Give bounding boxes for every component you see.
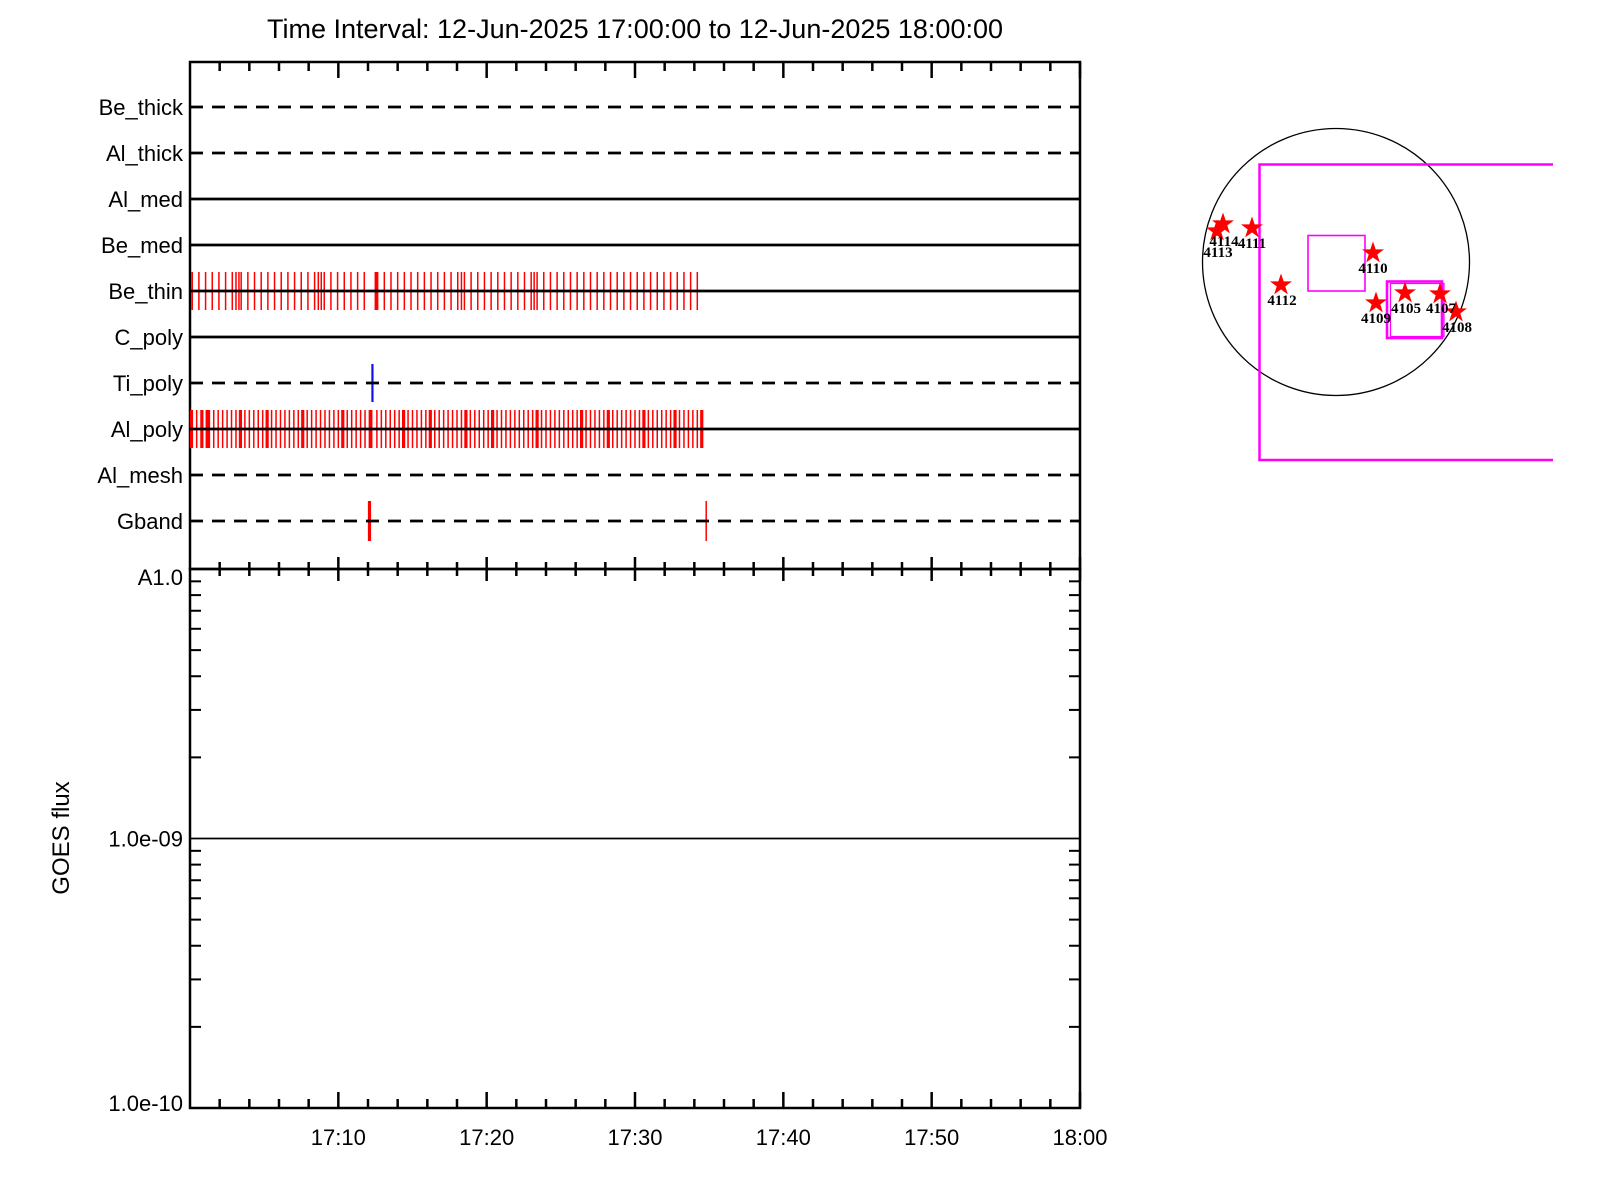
fov-rect-small-fov-2b <box>1389 282 1445 338</box>
active-region-star-4108 <box>1445 300 1467 322</box>
active-region-star-4109 <box>1365 291 1387 313</box>
filter-label-Al_thick: Al_thick <box>106 141 184 166</box>
active-region-star-4110 <box>1362 241 1384 263</box>
active-region-star-4114 <box>1212 212 1234 234</box>
fov-rect-large-fov <box>1258 163 1553 462</box>
active-region-star-4105 <box>1394 281 1416 303</box>
active-region-label-4113: 4113 <box>1203 245 1232 261</box>
filter-panel-frame <box>188 60 1082 571</box>
filter-label-Ti_poly: Ti_poly <box>113 371 183 396</box>
filter-label-Al_mesh: Al_mesh <box>97 463 183 488</box>
solar-limb-circle <box>1201 127 1471 397</box>
active-region-label-4105: 4105 <box>1391 301 1421 317</box>
fov-rect-small-fov-2a <box>1385 280 1444 340</box>
active-region-label-4108: 4108 <box>1442 320 1472 336</box>
xtick-label-17:10: 17:10 <box>311 1125 366 1150</box>
filter-label-Be_med: Be_med <box>101 233 183 258</box>
filter-label-Gband: Gband <box>117 509 183 534</box>
active-region-label-4114: 4114 <box>1209 234 1239 250</box>
active-region-label-4110: 4110 <box>1358 261 1387 277</box>
filter-label-Al_poly: Al_poly <box>111 417 183 442</box>
filter-label-Be_thick: Be_thick <box>99 95 184 120</box>
filter-label-Be_thin: Be_thin <box>108 279 183 304</box>
active-region-label-4111: 4111 <box>1238 236 1266 252</box>
active-region-star-4111 <box>1241 216 1263 238</box>
filter-label-Al_med: Al_med <box>108 187 183 212</box>
xtick-label-17:20: 17:20 <box>459 1125 514 1150</box>
xtick-label-17:30: 17:30 <box>607 1125 662 1150</box>
goes-ytick-label-1.0e-10: 1.0e-10 <box>108 1091 183 1116</box>
goes-ytick-label-1.0e-09: 1.0e-09 <box>108 827 183 852</box>
active-region-label-4107: 4107 <box>1426 301 1457 317</box>
active-region-label-4109: 4109 <box>1361 311 1391 327</box>
plot-title: Time Interval: 12-Jun-2025 17:00:00 to 1… <box>267 14 1003 44</box>
xtick-label-17:50: 17:50 <box>904 1125 959 1150</box>
fov-rect-small-fov-1 <box>1307 234 1366 292</box>
active-region-star-4107 <box>1429 282 1451 304</box>
active-region-label-4112: 4112 <box>1267 293 1296 309</box>
active-region-star-4112 <box>1270 273 1292 295</box>
goes-ytick-label-A1.0: A1.0 <box>138 565 183 590</box>
xtick-label-17:40: 17:40 <box>756 1125 811 1150</box>
xtick-label-18:00: 18:00 <box>1052 1125 1107 1150</box>
filter-label-C_poly: C_poly <box>115 325 183 350</box>
